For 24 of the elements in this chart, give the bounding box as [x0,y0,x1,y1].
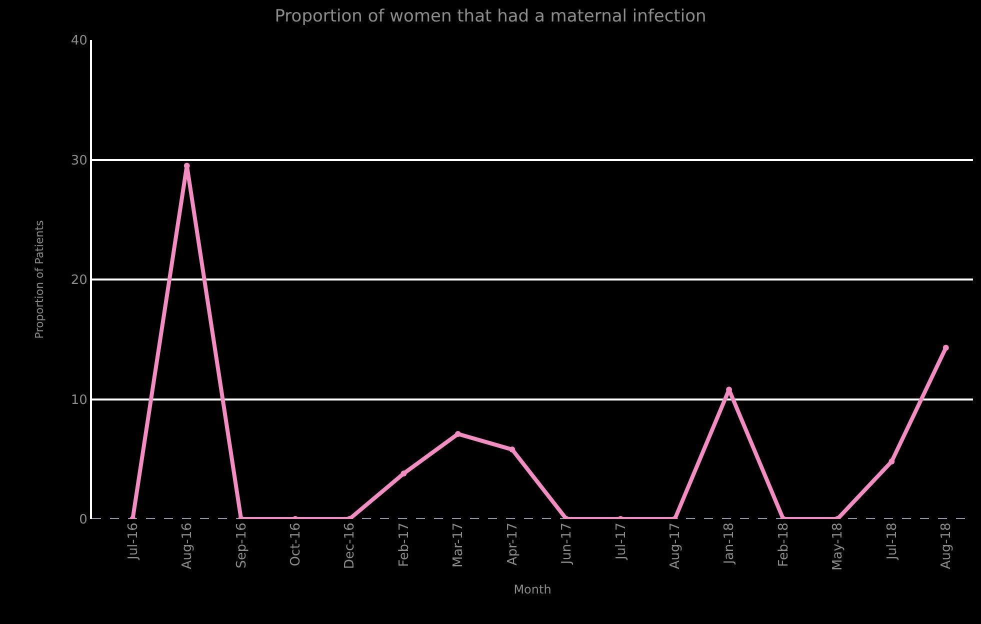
x-axis-title: Month [514,582,552,596]
x-tick-label: Jan-18 [722,522,738,565]
x-tick-label: Feb-18 [776,522,792,567]
y-tick-label: 0 [79,512,88,528]
x-tick-label: Aug-16 [180,522,196,570]
x-tick-label: May-18 [830,522,846,570]
x-tick-label: Dec-16 [342,522,358,569]
y-tick-label: 20 [70,273,88,288]
y-tick-label: 30 [70,153,88,168]
x-tick-label: Aug-17 [668,522,684,570]
x-tick-label: Jul-17 [614,522,629,561]
x-tick-label: Oct-16 [288,522,304,566]
chart-title: Proportion of women that had a maternal infection [274,6,706,26]
x-tick-label: Apr-17 [505,522,520,566]
x-tick-label: Jul-18 [884,522,900,561]
x-tick-label: Aug-18 [939,522,954,570]
x-tick-label: Jun-17 [560,522,575,566]
x-tick-label: Feb-17 [396,522,412,567]
x-tick-label: Mar-17 [451,522,466,568]
x-tick-label: Jul-16 [126,522,141,561]
y-tick-label: 10 [70,392,88,408]
x-tick-label: Sep-16 [234,522,250,568]
y-tick-label: 40 [70,34,88,49]
y-axis-title: Proportion of Patients [33,220,46,339]
